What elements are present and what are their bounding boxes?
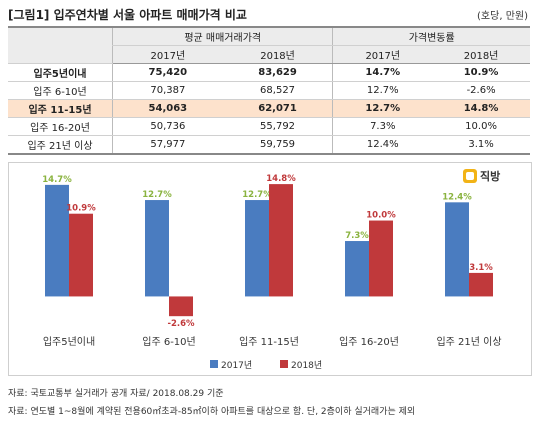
cell-price-2018: 62,071 [222, 99, 333, 118]
chart-container: 14.7% 10.9% 입주5년이내 12.7% -2.6% 입주 6-10년 12.7% 1… [8, 162, 532, 376]
legend-label: 2018년 [291, 360, 322, 371]
sub-header-2017-price: 2017년 [111, 45, 223, 64]
bar-chart: 14.7% 10.9% 입주5년이내 12.7% -2.6% 입주 6-10년 12.7% 1… [42, 174, 501, 371]
cell-change-2018: 10.9% [432, 63, 530, 82]
category-label: 입주 16-20년 [339, 335, 399, 348]
bar-2018 [269, 184, 293, 297]
bar-2017 [245, 200, 269, 297]
row-label: 입주 21년 이상 [8, 135, 113, 155]
bar-2017 [445, 202, 469, 297]
cell-price-2017: 50,736 [111, 117, 223, 136]
sub-header-2018-price: 2018년 [222, 45, 333, 64]
data-label: 7.3% [345, 231, 369, 241]
category-label: 입주5년이내 [43, 335, 95, 348]
legend-label: 2017년 [221, 360, 252, 371]
category-label: 입주 11-15년 [239, 335, 299, 348]
cell-price-2017: 57,977 [111, 135, 223, 155]
category-label: 입주 6-10년 [142, 335, 195, 348]
bar-2017 [345, 241, 369, 297]
bar-2017 [145, 200, 169, 297]
data-label: 12.4% [442, 192, 472, 202]
sub-header-2017-change: 2017년 [332, 45, 433, 64]
brand-logo: 직방 [463, 166, 527, 186]
group-header-change: 가격변동률 [332, 26, 530, 46]
cell-price-2018: 68,527 [222, 81, 333, 100]
table-row-highlighted: 입주 11-15년 54,063 62,071 12.7% 14.8% [8, 99, 530, 118]
row-label: 입주 11-15년 [8, 99, 113, 118]
bar-2018 [469, 272, 493, 297]
bar-2018 [69, 213, 93, 297]
table-row: 입주5년이내 75,420 83,629 14.7% 10.9% [8, 63, 530, 82]
category-label: 입주 21년 이상 [436, 335, 501, 348]
cell-change-2017: 7.3% [332, 117, 433, 136]
legend-swatch [280, 360, 288, 368]
row-label: 입주 6-10년 [8, 81, 113, 100]
corner-cell [8, 26, 113, 64]
cell-change-2017: 14.7% [332, 63, 433, 82]
cell-change-2018: 3.1% [432, 135, 530, 155]
bar-2017 [45, 184, 69, 297]
data-label: 10.0% [366, 211, 396, 221]
group-header-price: 평균 매매거래가격 [111, 26, 333, 46]
unit-label: (호당, 만원) [477, 11, 528, 22]
row-label: 입주 16-20년 [8, 117, 113, 136]
cell-price-2017: 54,063 [111, 99, 223, 118]
table-row: 입주 6-10년 70,387 68,527 12.7% -2.6% [8, 81, 530, 100]
data-label: 12.7% [142, 190, 172, 200]
bar-2018 [369, 220, 393, 297]
table-row: 입주 21년 이상 57,977 59,759 12.4% 3.1% [8, 135, 530, 155]
data-label: 12.7% [242, 190, 272, 200]
cell-price-2018: 59,759 [222, 135, 333, 155]
price-table: 평균 매매거래가격 가격변동률 2017년 2018년 2017년 2018년 … [8, 26, 530, 155]
cell-price-2017: 70,387 [111, 81, 223, 100]
data-label: 14.7% [42, 175, 72, 185]
house-icon [463, 169, 477, 183]
footnote: 자료: 연도별 1~8월에 계약된 전용60㎡초과-85㎡이하 아파트를 대상으… [8, 407, 416, 417]
cell-change-2017: 12.7% [332, 99, 433, 118]
row-label: 입주5년이내 [8, 63, 113, 82]
data-label: -2.6% [167, 319, 195, 329]
cell-change-2018: 14.8% [432, 99, 530, 118]
cell-price-2018: 55,792 [222, 117, 333, 136]
sub-header-2018-change: 2018년 [432, 45, 530, 64]
cell-change-2018: -2.6% [432, 81, 530, 100]
data-label: 3.1% [469, 263, 493, 273]
cell-change-2017: 12.4% [332, 135, 433, 155]
table-row: 입주 16-20년 50,736 55,792 7.3% 10.0% [8, 117, 530, 136]
data-label: 14.8% [266, 174, 296, 184]
legend-swatch [210, 360, 218, 368]
page-title: [그림1] 입주연차별 서울 아파트 매매가격 비교 [8, 8, 247, 22]
cell-change-2017: 12.7% [332, 81, 433, 100]
bar-2018 [169, 296, 193, 317]
data-label: 10.9% [66, 204, 96, 214]
cell-change-2018: 10.0% [432, 117, 530, 136]
brand-logo-text: 직방 [480, 170, 501, 183]
cell-price-2018: 83,629 [222, 63, 333, 82]
source-note: 자료: 국토교통부 실거래가 공개 자료/ 2018.08.29 기준 [8, 389, 224, 399]
cell-price-2017: 75,420 [111, 63, 223, 82]
